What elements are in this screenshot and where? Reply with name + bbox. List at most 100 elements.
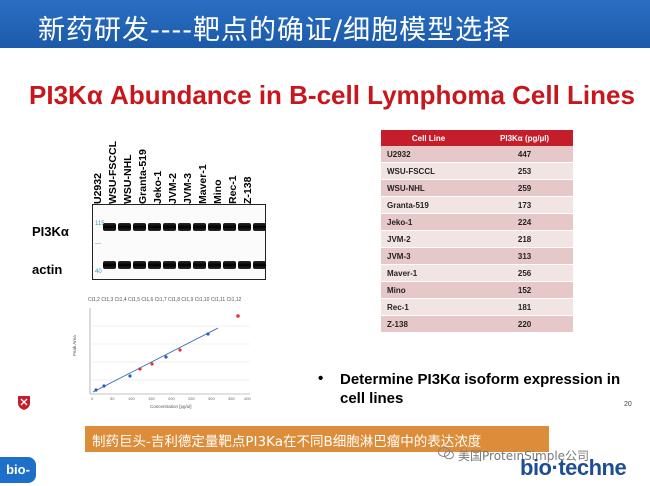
actin-band	[253, 261, 266, 269]
actin-band	[178, 261, 191, 269]
pi3k-band	[238, 223, 251, 231]
pi3k-band	[223, 223, 236, 231]
table-cell: JVM-3	[381, 247, 477, 265]
svg-text:300: 300	[208, 396, 215, 401]
lane-label: Jeko-1	[152, 170, 164, 204]
table-cell: 220	[476, 315, 573, 333]
table-row: Maver-1 256	[381, 264, 573, 282]
pi3k-band	[118, 223, 131, 231]
table-cell: 218	[476, 230, 573, 248]
blot-row-label-pi3k: PI3Kα	[32, 224, 69, 239]
table-cell: Mino	[381, 281, 477, 299]
table-cell: Granta-519	[381, 196, 477, 214]
table-row: Jeko-1 224	[381, 213, 573, 231]
actin-band	[148, 261, 161, 269]
pi3k-band	[193, 223, 206, 231]
svg-text:0: 0	[91, 396, 94, 401]
svg-text:Peak Area: Peak Area	[72, 335, 77, 356]
svg-text:50: 50	[110, 396, 115, 401]
table-cell: 259	[476, 179, 573, 197]
svg-text:250: 250	[188, 396, 195, 401]
table-cell: 447	[476, 146, 573, 163]
watermark-text: 美国ProteinSimple公司	[458, 449, 590, 463]
table-row: U2932 447	[381, 146, 573, 163]
actin-band	[223, 261, 236, 269]
table-cell: JVM-2	[381, 230, 477, 248]
table-row: WSU-NHL 259	[381, 179, 573, 197]
actin-band	[193, 261, 206, 269]
table-cell: 253	[476, 162, 573, 180]
table-cell: 256	[476, 264, 573, 282]
actin-band	[103, 261, 116, 269]
table-header-cell-line: Cell Line	[381, 130, 477, 146]
table-cell: 152	[476, 281, 573, 299]
table-row: WSU-FSCCL 253	[381, 162, 573, 180]
pi3k-band	[208, 223, 221, 231]
table-header-pi3k: PI3Kα (pg/µl)	[476, 130, 573, 146]
lane-label: U2932	[92, 173, 104, 204]
table-cell: 181	[476, 298, 573, 316]
header-title: 新药研发----靶点的确证/细胞模型选择	[38, 15, 512, 46]
pi3k-abundance-table: Cell Line PI3Kα (pg/µl) U2932 447 WSU-FSC…	[381, 130, 573, 333]
table-row: Mino 152	[381, 281, 573, 299]
table-row: Granta-519 173	[381, 196, 573, 214]
table-cell: WSU-FSCCL	[381, 162, 477, 180]
lane-label: Rec-1	[227, 175, 239, 204]
lane-label: Granta-519	[137, 149, 149, 204]
actin-band	[208, 261, 221, 269]
bio-techne-logo: bio·techne	[520, 455, 627, 480]
actin-band	[163, 261, 176, 269]
bio-badge-logo: bio-	[0, 457, 36, 483]
wechat-icon	[438, 447, 454, 460]
svg-text:200: 200	[168, 396, 175, 401]
table-cell: Rec-1	[381, 298, 477, 316]
blot-row-label-actin: actin	[32, 262, 63, 277]
pi3k-band	[178, 223, 191, 231]
actin-band	[118, 261, 131, 269]
table-row: Z-138 220	[381, 315, 573, 333]
table-cell: 173	[476, 196, 573, 214]
lane-label: WSU-NHL	[122, 154, 134, 204]
blot-lane-labels: U2932 WSU-FSCCL WSU-NHL Granta-519 Jeko-…	[92, 128, 268, 204]
lane-label: JVM-3	[182, 173, 194, 204]
standard-curve-plot: Peak Area Concentration [pg/ul] 0 50 100 1…	[72, 308, 251, 409]
pi3k-band	[103, 223, 116, 231]
wechat-watermark: 美国ProteinSimple公司	[438, 446, 638, 463]
svg-text:400: 400	[244, 396, 251, 401]
page-number: 20	[624, 401, 632, 408]
curve-points	[94, 314, 240, 392]
table-row: JVM-3 313	[381, 247, 573, 265]
blot-marker-bottom: 40	[95, 269, 102, 275]
shield-logo-icon	[18, 396, 30, 410]
table-cell: Z-138	[381, 315, 477, 333]
svg-text:150: 150	[148, 396, 155, 401]
caption-banner	[85, 426, 549, 452]
pi3k-band	[148, 223, 161, 231]
curve-fit-line	[92, 327, 219, 393]
blot-marker-mid: —	[95, 241, 101, 247]
slide-title: PI3Kα Abundance in B-cell Lymphoma Cell …	[29, 80, 635, 110]
bullet-text: Determine PI3Kα isoform expression in ce…	[340, 371, 621, 407]
table-row: JVM-2 218	[381, 230, 573, 248]
bullet-marker: •	[318, 370, 324, 387]
table-cell: 224	[476, 213, 573, 231]
lane-label: Mino	[212, 179, 224, 205]
pi3k-band	[163, 223, 176, 231]
western-blot-image: 115 — 40	[92, 204, 266, 280]
table-row: Rec-1 181	[381, 298, 573, 316]
actin-band	[133, 261, 146, 269]
caption-text: 制药巨头-吉利德定量靶点PI3Ka在不同B细胞淋巴瘤中的表达浓度	[92, 434, 482, 450]
actin-band	[238, 261, 251, 269]
table-cell: Jeko-1	[381, 213, 477, 231]
blot-marker-top: 115	[95, 221, 105, 227]
header-bar: 新药研发----靶点的确证/细胞模型选择	[0, 0, 650, 48]
svg-text:350: 350	[228, 396, 235, 401]
table-cell: Maver-1	[381, 264, 477, 282]
svg-text:100: 100	[128, 396, 135, 401]
pi3k-band	[253, 223, 266, 231]
lane-label: Z-138	[242, 176, 254, 204]
table-cell: WSU-NHL	[381, 179, 477, 197]
pi3k-band	[133, 223, 146, 231]
table-cell: U2932	[381, 146, 477, 163]
lane-label: Maver-1	[197, 164, 209, 204]
